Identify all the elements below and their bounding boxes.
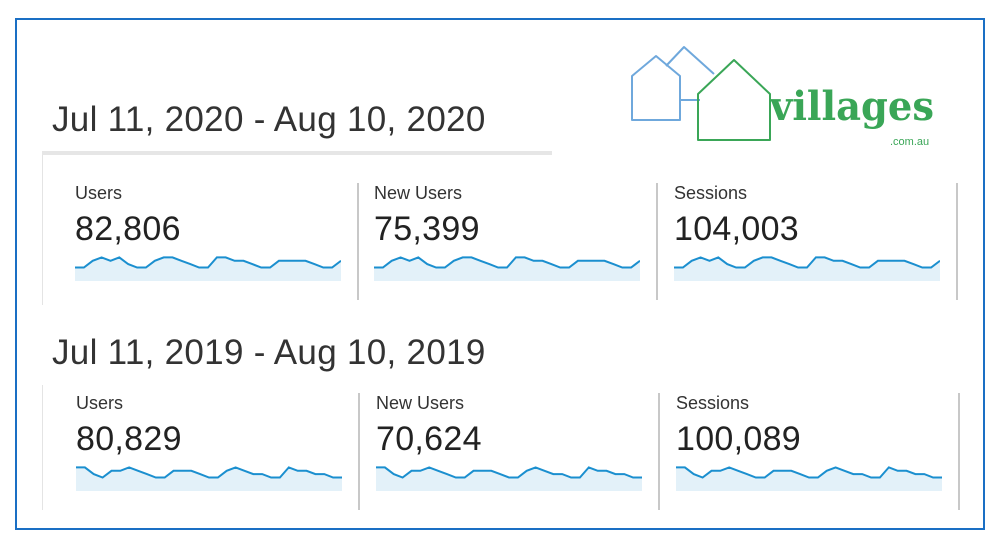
metric-value: 82,806 (75, 210, 181, 248)
sparkline (75, 256, 341, 281)
logo-text: villages (769, 83, 934, 130)
column-divider (956, 183, 958, 300)
column-divider (357, 183, 359, 300)
metric-value: 104,003 (674, 210, 800, 248)
sparkline (374, 256, 640, 281)
sparkline-area (75, 257, 341, 281)
metric-label: Sessions (674, 183, 748, 203)
metric-label: Sessions (676, 393, 750, 413)
metric-value: 80,829 (76, 420, 182, 458)
column-divider (658, 393, 660, 510)
sparkline-area (374, 257, 640, 281)
metric-card-sessions[interactable]: Sessions 104,003 (674, 183, 944, 281)
sparkline-line (674, 256, 940, 269)
period-title: Jul 11, 2020 - Aug 10, 2020 (52, 100, 486, 139)
sparkline (676, 466, 942, 491)
period-title: Jul 11, 2019 - Aug 10, 2019 (52, 333, 486, 372)
sparkline-line (374, 256, 640, 269)
metric-card-new-users[interactable]: New Users 75,399 (374, 183, 644, 281)
metric-value: 70,624 (376, 420, 482, 458)
logo-subtext: .com.au (890, 136, 929, 148)
metric-label: New Users (376, 393, 465, 413)
sparkline-line (75, 256, 341, 269)
metric-card-new-users[interactable]: New Users 70,624 (376, 393, 646, 491)
sparkline-line (376, 466, 642, 479)
card-left-border (42, 155, 43, 305)
metric-card-users[interactable]: Users 82,806 (75, 183, 345, 281)
metric-card-sessions[interactable]: Sessions 100,089 (676, 393, 946, 491)
metric-label: Users (76, 393, 124, 413)
metric-label: Users (75, 183, 123, 203)
metric-value: 75,399 (374, 210, 480, 248)
metric-label: New Users (374, 183, 463, 203)
column-divider (958, 393, 960, 510)
sparkline-area (674, 257, 940, 281)
metric-value: 100,089 (676, 420, 802, 458)
sparkline (674, 256, 940, 281)
title-underline (42, 151, 552, 155)
metric-card-users[interactable]: Users 80,829 (76, 393, 346, 491)
column-divider (656, 183, 658, 300)
column-divider (358, 393, 360, 510)
sparkline (76, 466, 342, 491)
sparkline-line (676, 466, 942, 479)
villages-logo: villages .com.au (631, 46, 934, 148)
sparkline (376, 466, 642, 491)
sparkline-line (76, 466, 342, 479)
card-left-border (42, 385, 43, 510)
frame-border (15, 18, 985, 530)
